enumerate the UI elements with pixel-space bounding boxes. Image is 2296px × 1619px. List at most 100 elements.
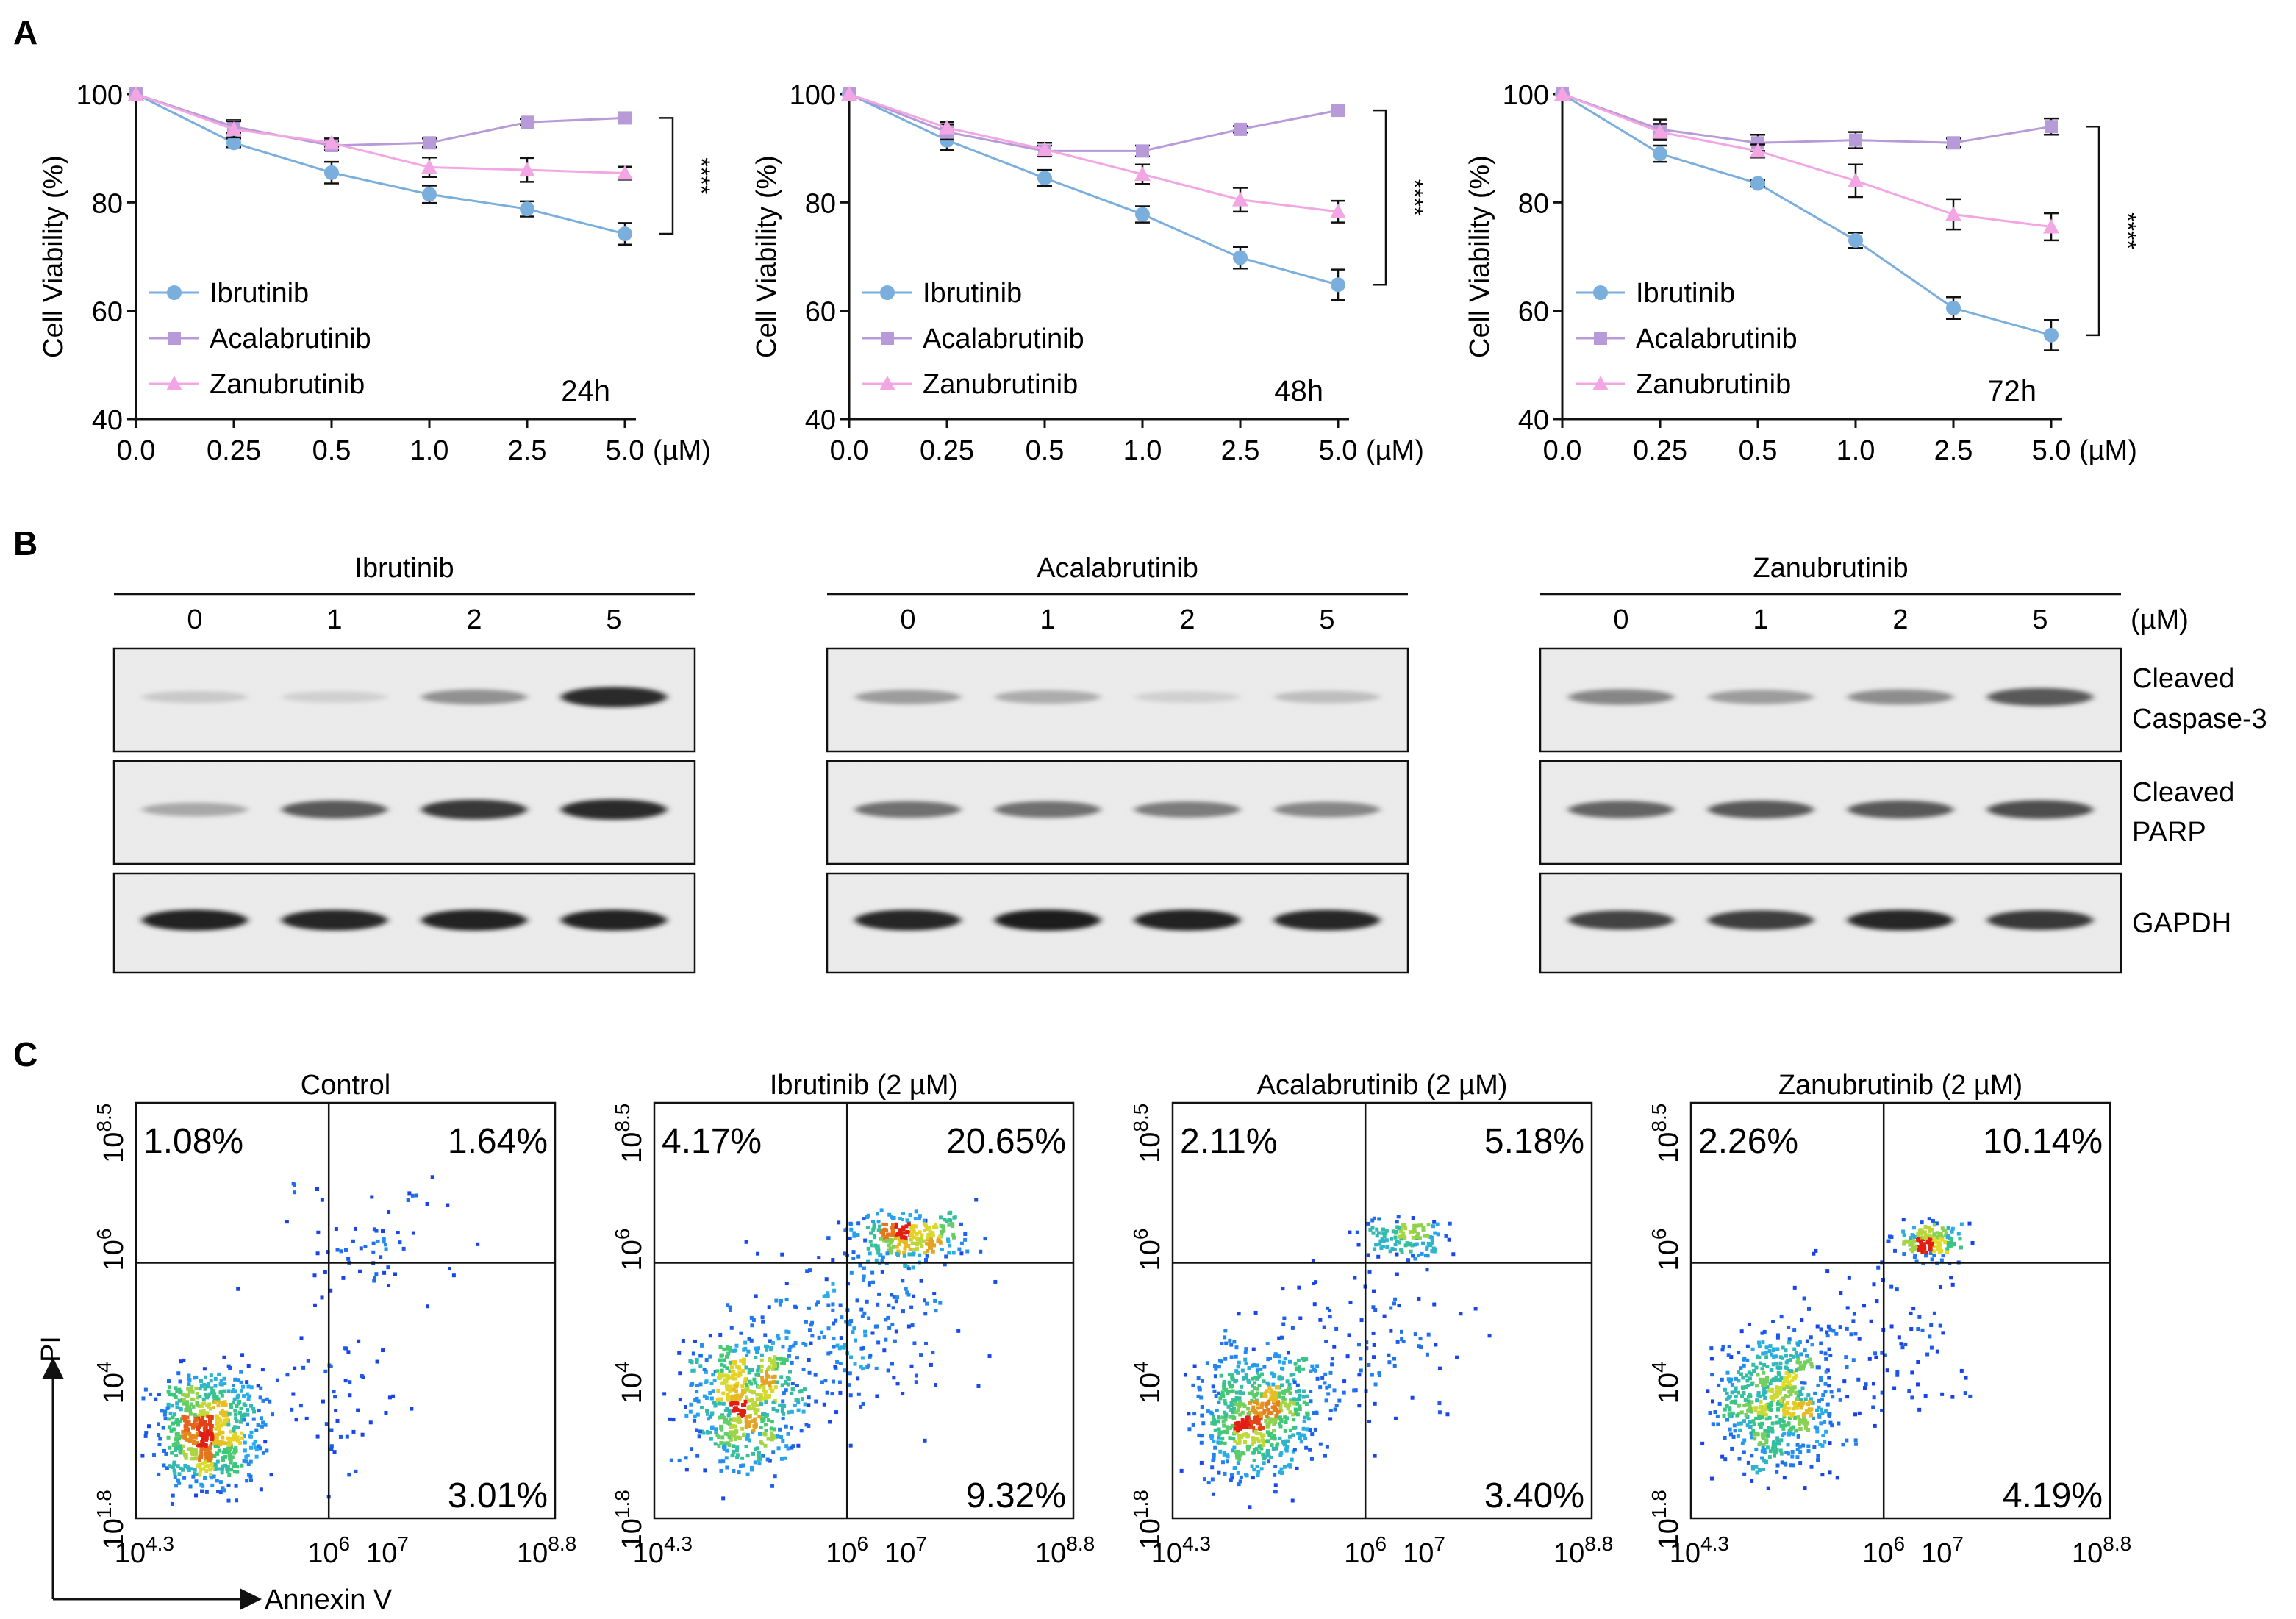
event-dot [1838,1325,1842,1329]
event-dot [773,1355,777,1359]
event-dot [233,1377,237,1382]
event-dot [1236,1429,1240,1433]
event-dot [1377,1371,1381,1376]
event-dot [1299,1440,1303,1444]
protein-band [855,801,961,818]
event-dot [757,1415,762,1419]
event-dot [263,1440,268,1444]
event-dot [863,1238,868,1243]
event-dot [226,1450,231,1454]
event-dot [860,1314,865,1318]
event-dot [260,1424,265,1429]
event-dot [141,1396,146,1401]
event-dot [168,1393,172,1397]
event-dot [756,1368,760,1373]
event-dot [1880,1351,1884,1355]
event-dot [401,1246,406,1251]
legend-marker-ibrutinib [167,285,182,300]
event-dot [1792,1432,1796,1437]
event-dot [888,1246,893,1251]
event-dot [1776,1389,1781,1393]
event-dot [1806,1427,1810,1432]
event-dot [1769,1401,1773,1405]
event-dot [1740,1394,1745,1398]
event-dot [233,1389,237,1393]
event-dot [833,1365,837,1369]
event-dot [168,1464,172,1468]
event-dot [848,1371,852,1376]
event-dot [1245,1473,1249,1478]
event-dot [900,1235,904,1240]
event-dot [1395,1220,1399,1224]
event-dot [223,1463,227,1468]
event-dot [1410,1395,1415,1400]
event-dot [1815,1365,1820,1370]
event-dot [1768,1404,1773,1408]
event-dot [735,1453,740,1457]
event-dot [1880,1390,1884,1395]
event-dot [1238,1479,1242,1484]
legend-label: Zanubrutinib [210,369,365,400]
event-dot [212,1437,216,1442]
event-dot [199,1452,204,1457]
event-dot [1283,1429,1287,1433]
event-dot [764,1400,768,1404]
event-dot [144,1431,149,1435]
event-dot [844,1320,848,1324]
event-dot [1233,1466,1237,1470]
event-dot [868,1251,872,1256]
event-dot [194,1386,199,1390]
event-dot [1367,1270,1372,1274]
event-dot [189,1467,193,1471]
event-dot [1765,1445,1770,1450]
event-dot [1756,1373,1760,1377]
event-dot [838,1390,843,1395]
event-dot [878,1224,882,1229]
event-dot [1956,1232,1961,1236]
protein-band [1848,800,1953,819]
event-dot [760,1379,765,1383]
event-dot [1437,1410,1442,1415]
event-dot [799,1429,804,1433]
x-tick-label: 108.8 [1553,1532,1613,1569]
event-dot [1312,1302,1317,1307]
y-tick-label: 106 [611,1229,648,1271]
event-dot [1949,1243,1953,1248]
event-dot [1763,1395,1767,1400]
event-dot [1916,1360,1920,1365]
event-dot [1828,1420,1833,1425]
event-dot [1420,1251,1424,1256]
event-dot [1276,1384,1280,1389]
event-dot [881,1255,885,1259]
event-dot [1297,1369,1301,1373]
event-dot [1222,1379,1226,1384]
legend-marker-zanubrutinib [1592,376,1609,390]
event-dot [831,1282,835,1286]
event-dot [1425,1268,1429,1272]
event-dot [208,1468,212,1472]
event-dot [1420,1241,1425,1245]
event-dot [1261,1452,1265,1457]
event-dot [820,1380,824,1384]
event-dot [1778,1392,1782,1396]
event-dot [912,1341,917,1345]
event-dot [191,1426,196,1430]
event-dot [765,1372,769,1376]
event-dot [1803,1348,1807,1353]
event-dot [720,1427,724,1432]
event-dot [748,1368,753,1372]
event-dot [790,1445,794,1450]
event-dot [1384,1229,1389,1233]
event-dot [809,1323,814,1327]
event-dot [732,1434,737,1438]
event-dot [1217,1400,1221,1404]
event-dot [1932,1244,1936,1248]
event-dot [1763,1429,1767,1433]
event-dot [344,1346,348,1351]
event-dot [805,1269,809,1273]
event-dot [880,1259,884,1263]
event-dot [1908,1243,1912,1247]
event-dot [876,1340,881,1345]
event-dot [243,1440,247,1445]
